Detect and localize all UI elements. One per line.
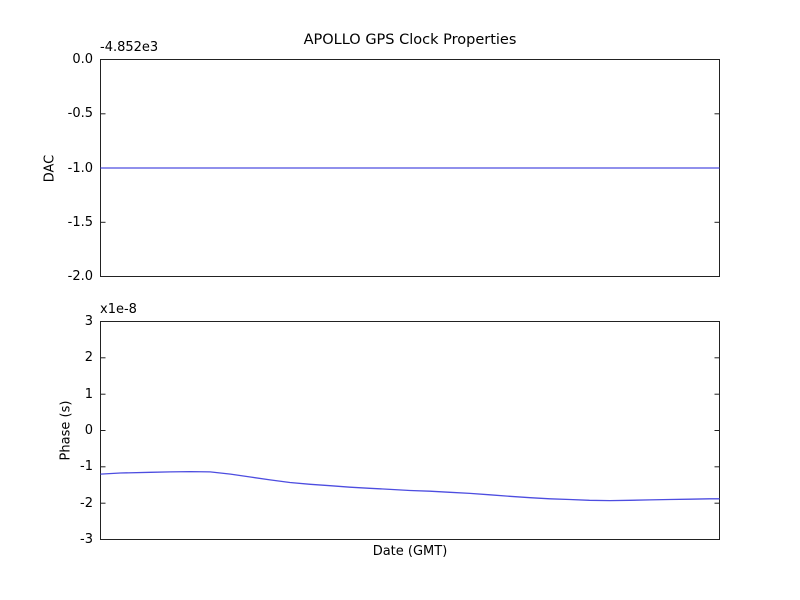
ytick-label: 0.0 [72, 52, 93, 67]
ytick-label: 3 [84, 314, 93, 329]
phase-axis-multiplier-text: x1e-8 [100, 302, 137, 317]
ytick-label: -1.0 [67, 160, 93, 176]
ytick-label: 1 [84, 386, 93, 402]
xlabel: Date (GMT) [372, 544, 448, 559]
phase-plot-area [100, 321, 720, 540]
dac-axis-offset-text: -4.852e3 [100, 40, 159, 55]
ytick-label: -3 [80, 532, 93, 547]
ytick-label: -0.5 [67, 106, 93, 122]
dac-plot-area [100, 59, 720, 277]
ytick-label: -1 [80, 459, 93, 475]
ytick-label: -2 [80, 495, 93, 511]
ytick-label: -2.0 [67, 269, 93, 284]
chart-title: APOLLO GPS Clock Properties [303, 32, 517, 48]
ytick-label: 2 [84, 350, 93, 366]
ytick-label: -1.5 [67, 214, 93, 230]
ytick-label: 0 [84, 423, 93, 438]
